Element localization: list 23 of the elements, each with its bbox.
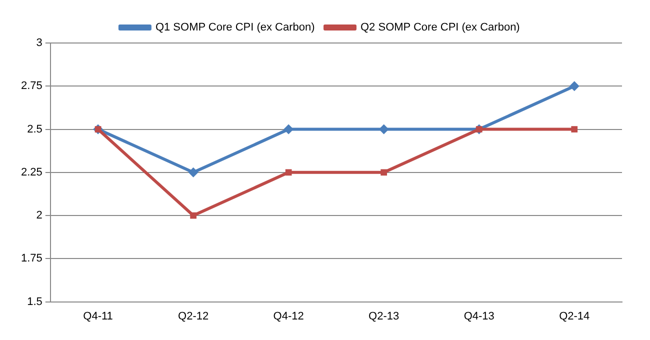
x-tick-label: Q2-13 <box>368 310 400 322</box>
x-tick-label: Q4-13 <box>464 310 494 322</box>
y-tick-label: 2.75 <box>20 80 42 92</box>
point <box>569 81 580 92</box>
y-tick-label: 1.5 <box>27 296 42 308</box>
point <box>284 124 294 134</box>
point <box>285 169 292 176</box>
point <box>378 124 389 134</box>
x-tick-label: Q2-12 <box>178 310 209 322</box>
legend-label: Q2 SOMP Core CPI (ex Carbon) <box>360 22 520 34</box>
y-tick-label: 1.75 <box>20 252 42 265</box>
y-tick-label: 3 <box>36 37 42 50</box>
point <box>571 126 578 132</box>
x-tick-label: Q4-12 <box>273 310 304 322</box>
y-tick-label: 2 <box>36 210 42 222</box>
y-tick-label: 2.5 <box>27 123 42 136</box>
x-tick-label: Q2-14 <box>559 310 590 322</box>
y-tick-label: 2.25 <box>20 166 42 178</box>
point <box>380 169 388 176</box>
point <box>190 212 196 219</box>
point <box>188 167 198 178</box>
x-tick-label: Q4-11 <box>83 310 113 322</box>
legend-label: Q1 SOMP Core CPI (ex Carbon) <box>155 22 315 34</box>
